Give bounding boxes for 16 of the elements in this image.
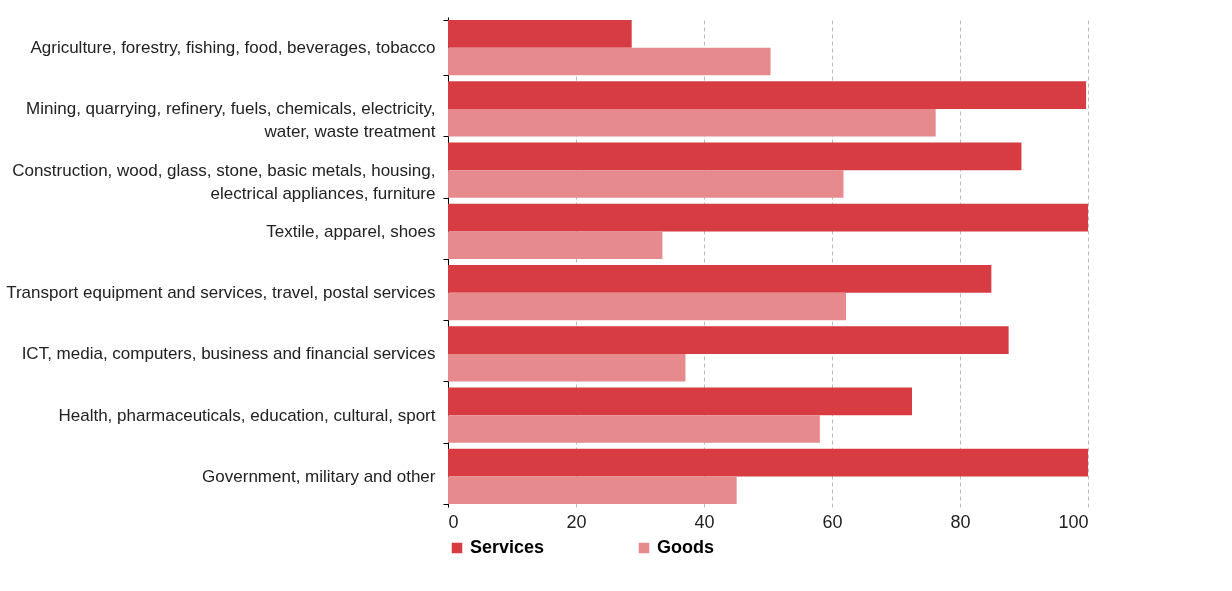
x-tick-label: 80 <box>950 511 971 532</box>
x-tick-label: 40 <box>694 511 715 532</box>
y-tick-label: ICT, media, computers, business and financial services <box>21 344 436 364</box>
y-tick-label: Government, military and other <box>202 466 436 486</box>
y-tick-label: Health, pharmaceuticals, education, cultural, sport <box>58 405 436 425</box>
y-tick-label: Textile, apparel, shoes <box>266 221 436 241</box>
x-tick-label: 60 <box>822 511 843 532</box>
x-tick-label: 0 <box>448 511 459 532</box>
x-tick-label: 20 <box>566 511 587 532</box>
x-tick-label: 100 <box>1058 511 1089 532</box>
legend-label: Services <box>470 537 545 557</box>
y-tick-label: Construction, wood, glass, stone, basic metals, housing, electrical appliances, furniture <box>12 160 436 203</box>
y-tick-label: Mining, quarrying, refinery, fuels, chemicals, electricity, water, waste treatment <box>26 99 436 142</box>
y-tick-label: Transport equipment and services, travel, postal services <box>6 283 436 303</box>
legend-label: Goods <box>657 537 714 557</box>
y-tick-label: Agriculture, forestry, fishing, food, beverages, tobacco <box>30 38 436 58</box>
